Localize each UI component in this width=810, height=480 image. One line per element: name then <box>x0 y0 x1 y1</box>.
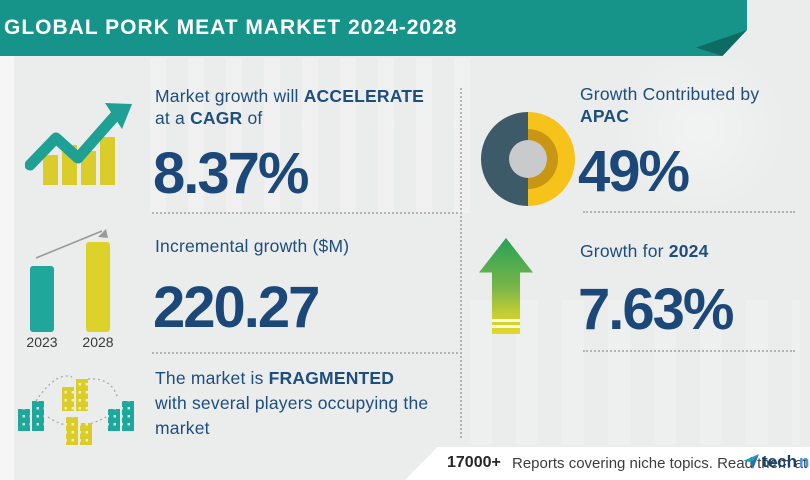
fragmented-line3: market <box>155 418 210 438</box>
background-texture <box>0 56 14 480</box>
brand-text-dark: tech <box>762 452 797 471</box>
footer-message: Reports covering niche topics. Read them… <box>512 455 808 472</box>
fragmented-line1: The market is FRAGMENTED <box>155 368 395 388</box>
cagr-value: 8.37% <box>153 141 309 206</box>
divider <box>460 88 462 438</box>
growth-trend-icon <box>25 103 132 185</box>
reports-count: 17000+ <box>447 454 501 471</box>
divider <box>152 352 458 354</box>
background-texture <box>150 58 470 213</box>
technavio-logo: technavio <box>742 452 810 472</box>
footer-bar <box>405 447 810 480</box>
bar-label-2023: 2023 <box>26 334 57 350</box>
page-title: GLOBAL PORK MEAT MARKET 2024-2028 <box>4 16 458 39</box>
fragmented-market-icon <box>18 375 134 445</box>
incremental-growth-value: 220.27 <box>153 275 320 340</box>
divider <box>583 350 795 352</box>
apac-label: Growth Contributed by <box>580 84 760 104</box>
bar-comparison-icon: 2023 2028 <box>26 229 114 350</box>
divider <box>583 211 795 213</box>
brand-text-light: navio <box>798 452 810 471</box>
arrow-stripe <box>489 325 523 328</box>
bar-label-2028: 2028 <box>82 334 113 350</box>
apac-donut-chart <box>481 112 575 206</box>
growth-2024-value: 7.63% <box>578 277 734 342</box>
cagr-headline-line2: at a CAGR of <box>155 108 263 128</box>
header-ribbon: GLOBAL PORK MEAT MARKET 2024-2028 <box>0 0 747 56</box>
background-texture <box>600 60 800 230</box>
divider <box>152 212 458 214</box>
incremental-growth-label: Incremental growth ($M) <box>155 236 350 256</box>
donut-hole <box>509 140 547 178</box>
cagr-headline-line1: Market growth will ACCELERATE <box>155 86 424 106</box>
apac-region: APAC <box>580 106 630 126</box>
growth-2024-label: Growth for 2024 <box>580 241 709 261</box>
technavio-plane-icon <box>743 454 759 469</box>
arrow-stripe <box>489 319 523 322</box>
apac-value: 49% <box>578 139 690 204</box>
background-texture <box>470 300 800 445</box>
fragmented-line2: with several players occupying the <box>155 393 429 413</box>
